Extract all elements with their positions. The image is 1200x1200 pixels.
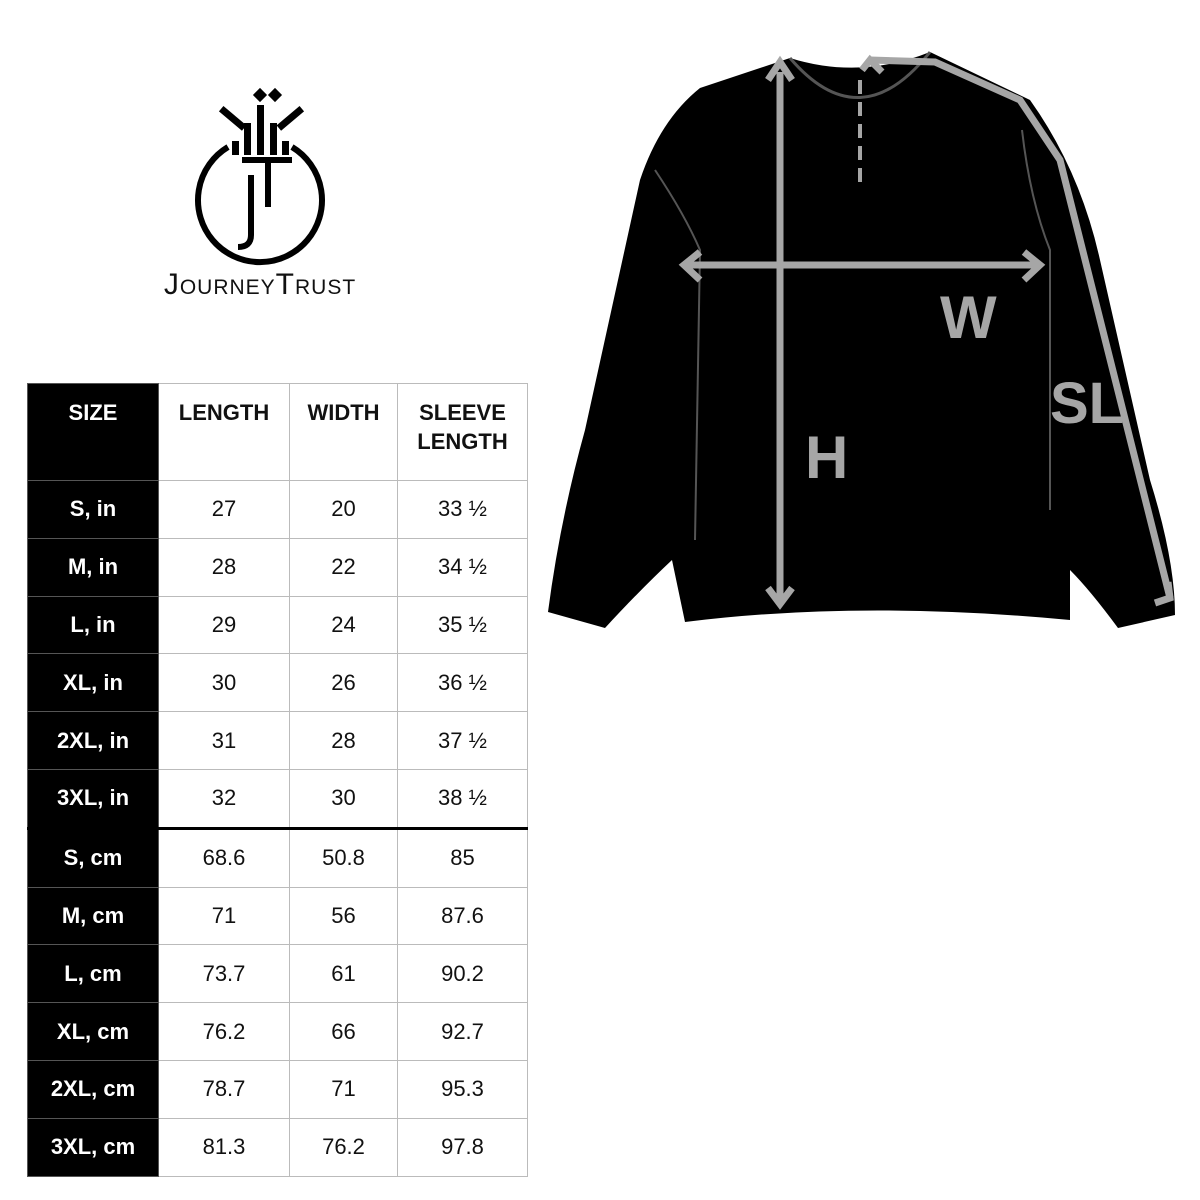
width-cell: 28: [289, 711, 398, 770]
length-cell: 30: [158, 653, 290, 713]
size-cell: L, in: [27, 595, 159, 655]
sleeve-length-cell: 37 ½: [397, 711, 528, 770]
size-chart-table: SIZE LENGTH WIDTH SLEEVE LENGTH S, in 27 2…: [27, 383, 528, 1177]
table-row: 2XL, in 31 28 37 ½: [27, 711, 528, 770]
length-cell: 28: [158, 537, 290, 597]
length-cell: 27: [158, 480, 290, 539]
width-cell: 20: [289, 480, 398, 539]
header-width: WIDTH: [289, 383, 398, 481]
header-sleeve-length-text: SLEEVE LENGTH: [417, 400, 508, 454]
sleeve-length-cell: 85: [397, 826, 528, 888]
width-cell: 61: [289, 944, 398, 1004]
size-cell: XL, in: [27, 653, 159, 713]
sleeve-length-cell: 38 ½: [397, 768, 528, 829]
sleeve-length-cell: 33 ½: [397, 480, 528, 539]
width-cell: 50.8: [289, 826, 398, 888]
table-row: XL, in 30 26 36 ½: [27, 653, 528, 713]
length-cell: 31: [158, 711, 290, 770]
size-cell: 2XL, in: [27, 711, 159, 770]
width-cell: 22: [289, 537, 398, 597]
sleeve-length-cell: 34 ½: [397, 537, 528, 597]
header-length: LENGTH: [158, 383, 290, 481]
length-cell: 76.2: [158, 1002, 290, 1061]
width-cell: 26: [289, 653, 398, 713]
table-row: M, in 28 22 34 ½: [27, 537, 528, 597]
sweater-diagram: H W SL: [548, 51, 1175, 628]
sweater-body: [548, 52, 1175, 628]
table-row: S, in 27 20 33 ½: [27, 480, 528, 539]
width-cell: 76.2: [289, 1117, 398, 1177]
width-cell: 30: [289, 768, 398, 829]
size-cell: 3XL, cm: [27, 1117, 159, 1177]
width-cell: 71: [289, 1059, 398, 1119]
header-size: SIZE: [27, 383, 159, 481]
table-row: XL, cm 76.2 66 92.7: [27, 1002, 528, 1061]
table-row: S, cm 68.6 50.8 85: [27, 826, 528, 888]
header-sleeve-length: SLEEVE LENGTH: [397, 383, 528, 481]
length-cell: 71: [158, 886, 290, 946]
size-cell: M, in: [27, 537, 159, 597]
size-cell: S, in: [27, 480, 159, 539]
sleeve-length-cell: 90.2: [397, 944, 528, 1004]
width-cell: 56: [289, 886, 398, 946]
length-cell: 73.7: [158, 944, 290, 1004]
table-row: L, cm 73.7 61 90.2: [27, 944, 528, 1004]
length-cell: 81.3: [158, 1117, 290, 1177]
size-cell: M, cm: [27, 886, 159, 946]
size-cell: 3XL, in: [27, 768, 159, 829]
table-header-row: SIZE LENGTH WIDTH SLEEVE LENGTH: [27, 383, 528, 481]
height-label: H: [805, 424, 848, 491]
sleeve-length-cell: 87.6: [397, 886, 528, 946]
table-row: 3XL, in 32 30 38 ½: [27, 768, 528, 829]
sleeve-length-cell: 35 ½: [397, 595, 528, 655]
size-cell: XL, cm: [27, 1002, 159, 1061]
size-cell: 2XL, cm: [27, 1059, 159, 1119]
sleeve-length-cell: 36 ½: [397, 653, 528, 713]
width-label: W: [940, 284, 997, 351]
table-row: L, in 29 24 35 ½: [27, 595, 528, 655]
table-row: 2XL, cm 78.7 71 95.3: [27, 1059, 528, 1119]
brand-name: JourneyTrust: [163, 268, 357, 301]
size-cell: L, cm: [27, 944, 159, 1004]
sleeve-length-cell: 92.7: [397, 1002, 528, 1061]
length-cell: 68.6: [158, 826, 290, 888]
width-cell: 66: [289, 1002, 398, 1061]
table-row: M, cm 71 56 87.6: [27, 886, 528, 946]
sleeve-label: SL: [1050, 371, 1124, 436]
sleeve-length-cell: 97.8: [397, 1117, 528, 1177]
length-cell: 29: [158, 595, 290, 655]
sleeve-length-cell: 95.3: [397, 1059, 528, 1119]
length-cell: 32: [158, 768, 290, 829]
size-cell: S, cm: [27, 826, 159, 888]
length-cell: 78.7: [158, 1059, 290, 1119]
brand-logo: [195, 87, 325, 266]
width-cell: 24: [289, 595, 398, 655]
table-row: 3XL, cm 81.3 76.2 97.8: [27, 1117, 528, 1177]
